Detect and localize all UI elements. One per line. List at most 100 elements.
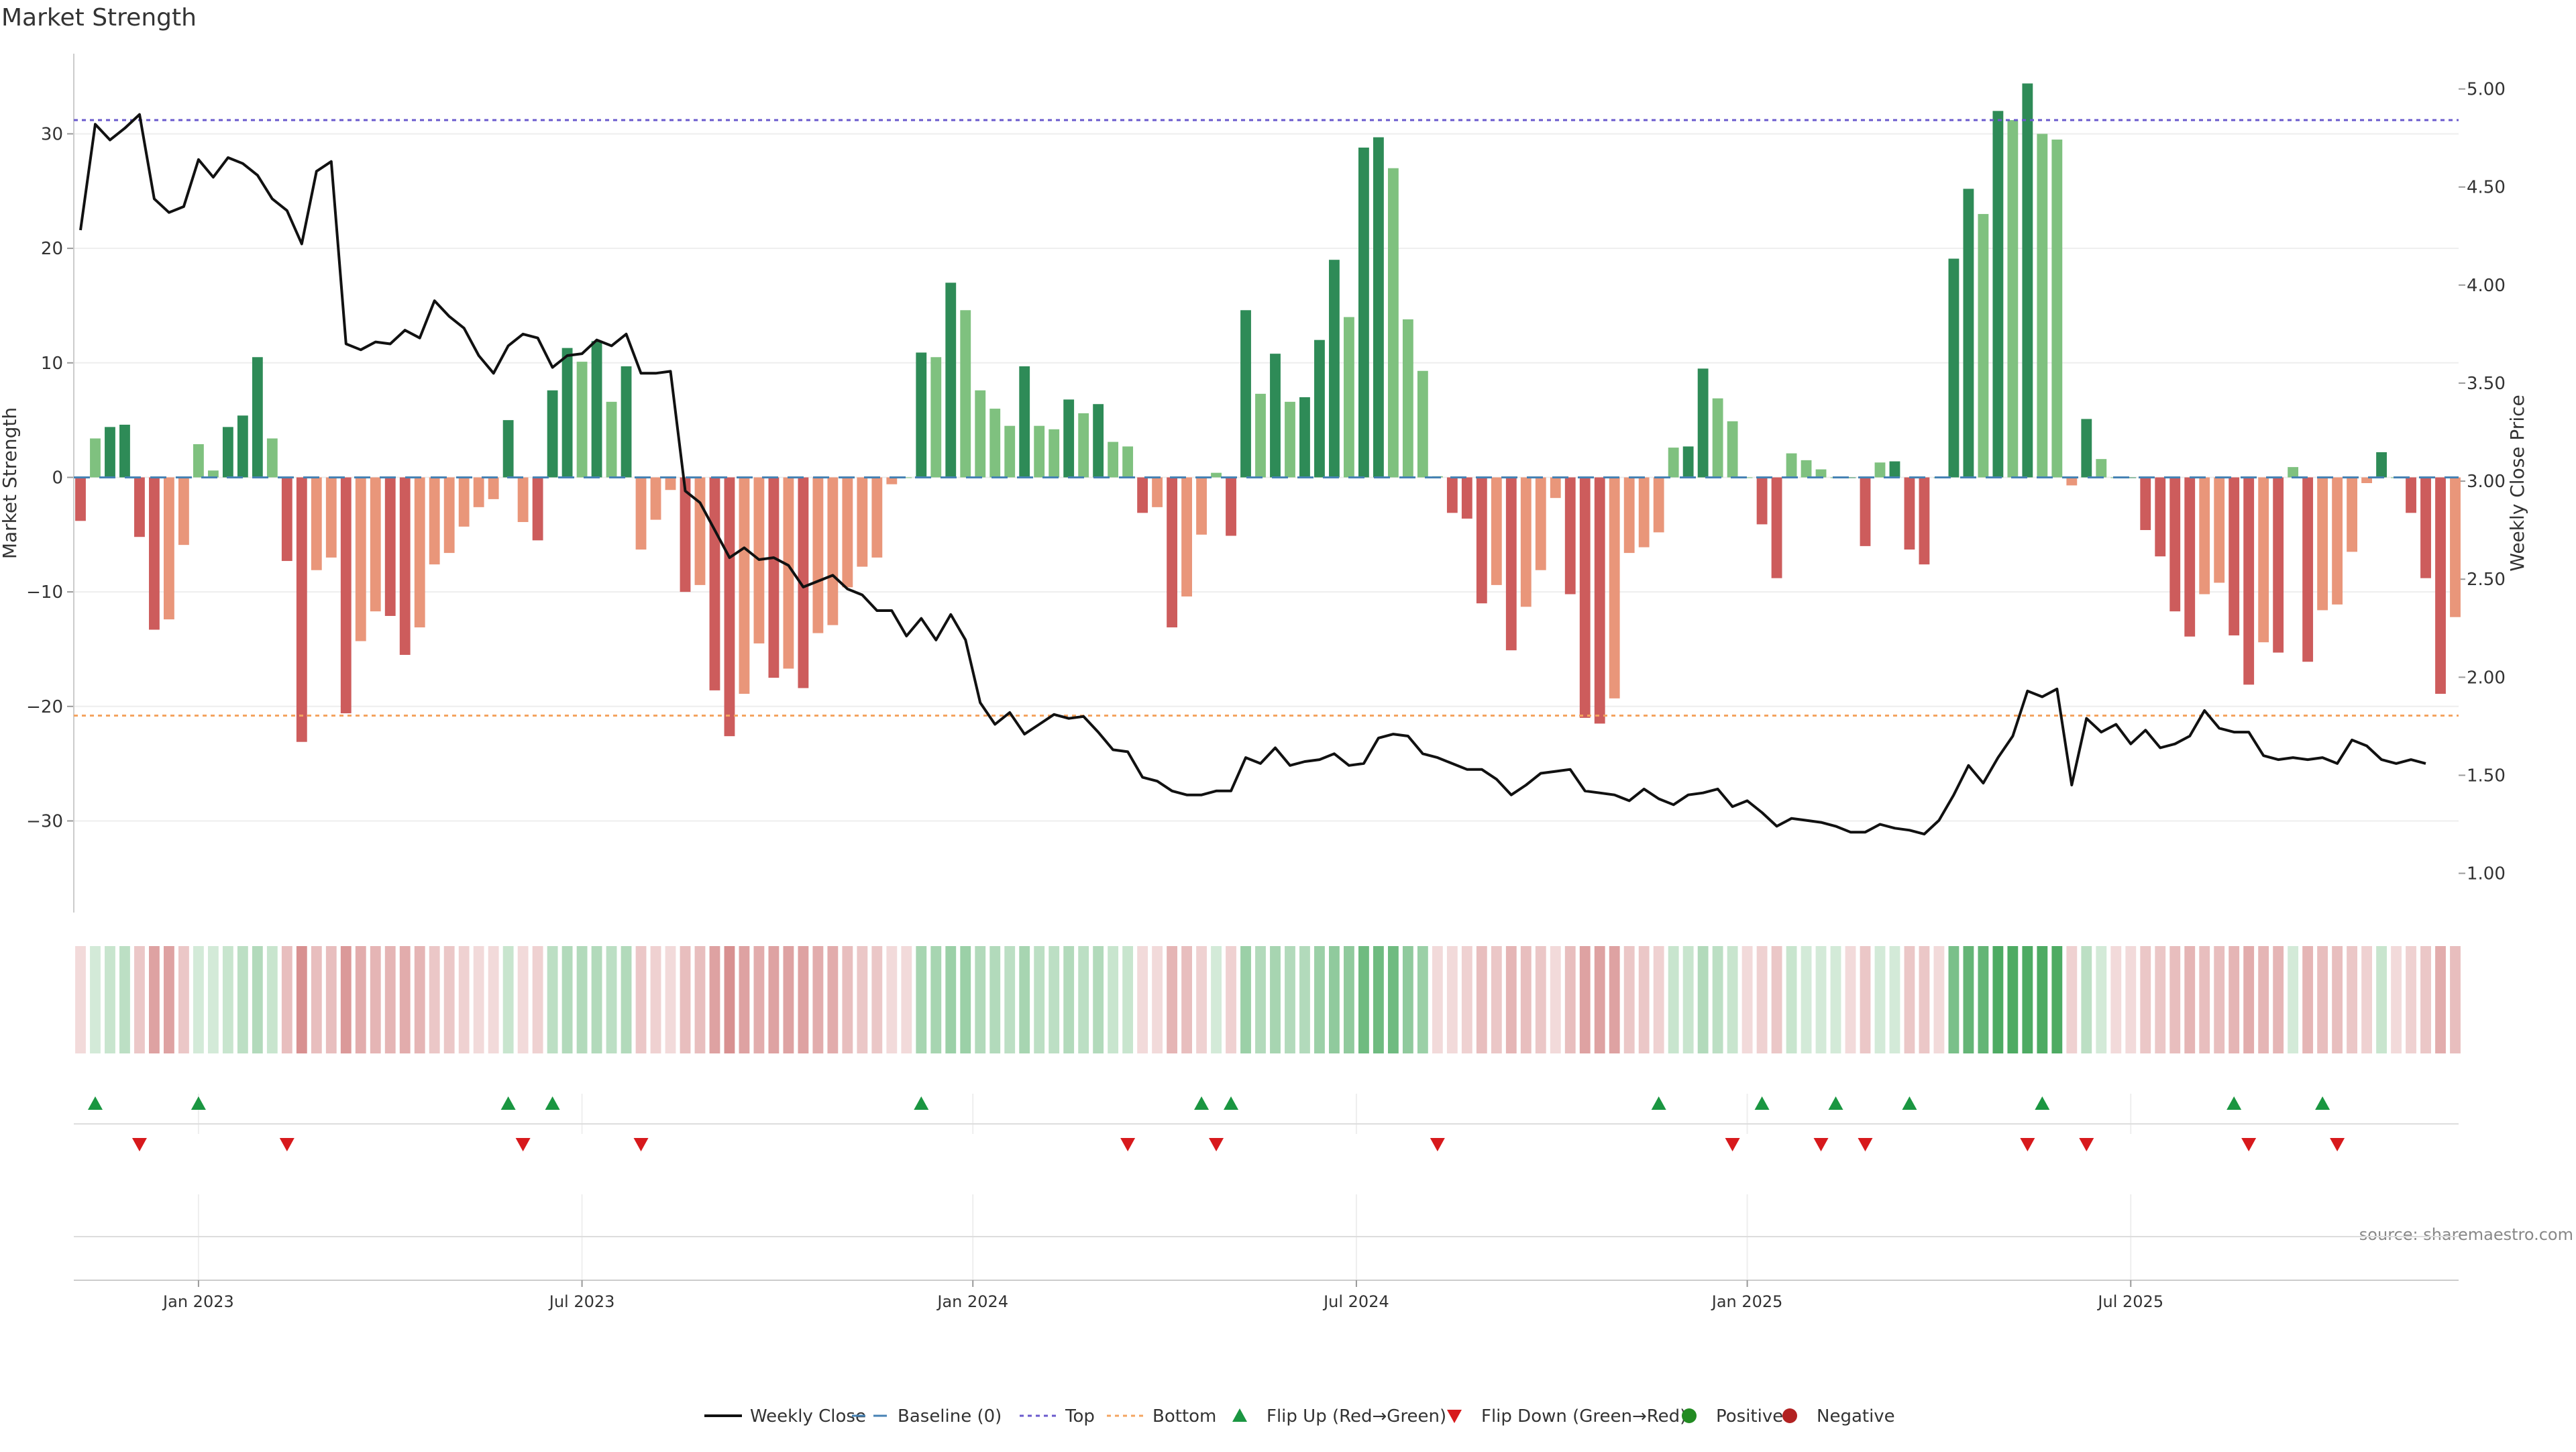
flip-up-marker [1754,1096,1770,1110]
strength-bar [134,477,145,537]
strength-bar [1078,413,1089,478]
y2-tick-label: 3.00 [2467,472,2506,492]
flip-down-marker [1430,1138,1445,1151]
strength-bar [1108,442,1119,478]
strength-bar [812,477,824,633]
flip-up-marker [914,1096,929,1110]
strength-bar [1845,477,1856,478]
strength-bar [2140,477,2151,530]
axes: 30 20 10 0 −10 −20 −30 5.00 4.50 4.00 3.50 3.00 2.50… [26,54,2506,1311]
heat-cell [1122,946,1134,1053]
strength-bar [989,409,1001,478]
heat-cell [134,946,145,1053]
strength-bar [458,477,470,527]
heat-cell [90,946,101,1053]
heat-cell [399,946,411,1053]
heat-cell [665,946,676,1053]
heat-cell [960,946,971,1053]
heat-cell [281,946,292,1053]
heat-cell [1329,946,1340,1053]
heat-cell [1874,946,1886,1053]
heat-cell [1093,946,1104,1053]
strength-bar [296,477,307,742]
heat-cell [1623,946,1635,1053]
strength-bar [1623,477,1635,554]
heat-cell [871,946,883,1053]
strength-bar [1417,370,1428,478]
strength-bar [1387,168,1399,478]
strength-bar [222,427,233,478]
heat-cell [1668,946,1679,1053]
strength-bar [1771,477,1782,578]
strength-bar [1682,446,1694,478]
strength-bar [1167,477,1177,628]
legend-swatch [1232,1408,1247,1422]
x-tick-label: Jan 2023 [162,1292,234,1311]
heat-cell [591,946,602,1053]
legend-item-top: Top [1020,1406,1095,1427]
strength-bar [1196,477,1207,535]
heat-cell [414,946,425,1053]
legend-label: Bottom [1152,1406,1216,1427]
strength-bar [2199,477,2210,594]
legend-swatch [1447,1410,1462,1423]
heat-cell [1919,946,1930,1053]
heat-cell [429,946,440,1053]
strength-bar [1329,260,1340,478]
heat-cell [2243,946,2255,1053]
heat-cell [207,946,219,1053]
strength-bar [532,477,543,541]
chart-title: Market Strength [1,4,197,32]
strength-bar [2302,477,2314,662]
weekly-close-line [79,113,2426,836]
heat-cell [325,946,337,1053]
strength-bar [1520,477,1532,607]
heat-cell [1609,946,1620,1053]
strength-bar [606,401,617,478]
strength-bar [1049,429,1060,478]
strength-bar [1609,477,1620,698]
strength-bar [1564,477,1576,594]
y-tick-label: 0 [52,468,63,488]
strength-bar [2184,477,2196,637]
strength-bar [517,477,529,523]
heat-cell [2435,946,2446,1053]
heat-cell [2155,946,2166,1053]
strength-bar [1034,425,1045,478]
heat-cell [739,946,750,1053]
legend-label: Negative [1817,1406,1895,1427]
strength-bar [2435,477,2446,694]
flip-down-marker [2330,1138,2345,1151]
heat-cell [2110,946,2122,1053]
strength-bar [2022,83,2033,478]
heat-cell [1520,946,1532,1053]
strength-bar [827,477,839,625]
strength-bar [2258,477,2269,643]
flip-up-marker [1651,1096,1666,1110]
strength-bar [798,477,809,688]
strength-bar [2317,477,2328,611]
heat-cell [193,946,204,1053]
heat-cell [1978,946,1989,1053]
strength-bar [1344,317,1354,478]
heat-cell [1505,946,1517,1053]
heat-cell [2288,946,2299,1053]
heat-cell [2376,946,2387,1053]
strength-bar [414,477,425,628]
heat-cell [1181,946,1192,1053]
y-axis-label: Market Strength [0,407,21,559]
strength-bar [370,477,381,612]
strength-bar [547,390,558,478]
heat-cell [2022,946,2033,1053]
strength-bar [1579,477,1591,718]
heat-cell [237,946,248,1053]
strength-bar [1727,421,1738,478]
strength-bar [2332,477,2343,605]
y2-tick-label: 3.50 [2467,374,2506,394]
heat-cell [340,946,352,1053]
flip-up-marker [1902,1096,1917,1110]
strength-bar [1402,319,1413,478]
strength-bar [1152,477,1163,507]
heat-cell [1417,946,1428,1053]
heat-cell [1152,946,1163,1053]
